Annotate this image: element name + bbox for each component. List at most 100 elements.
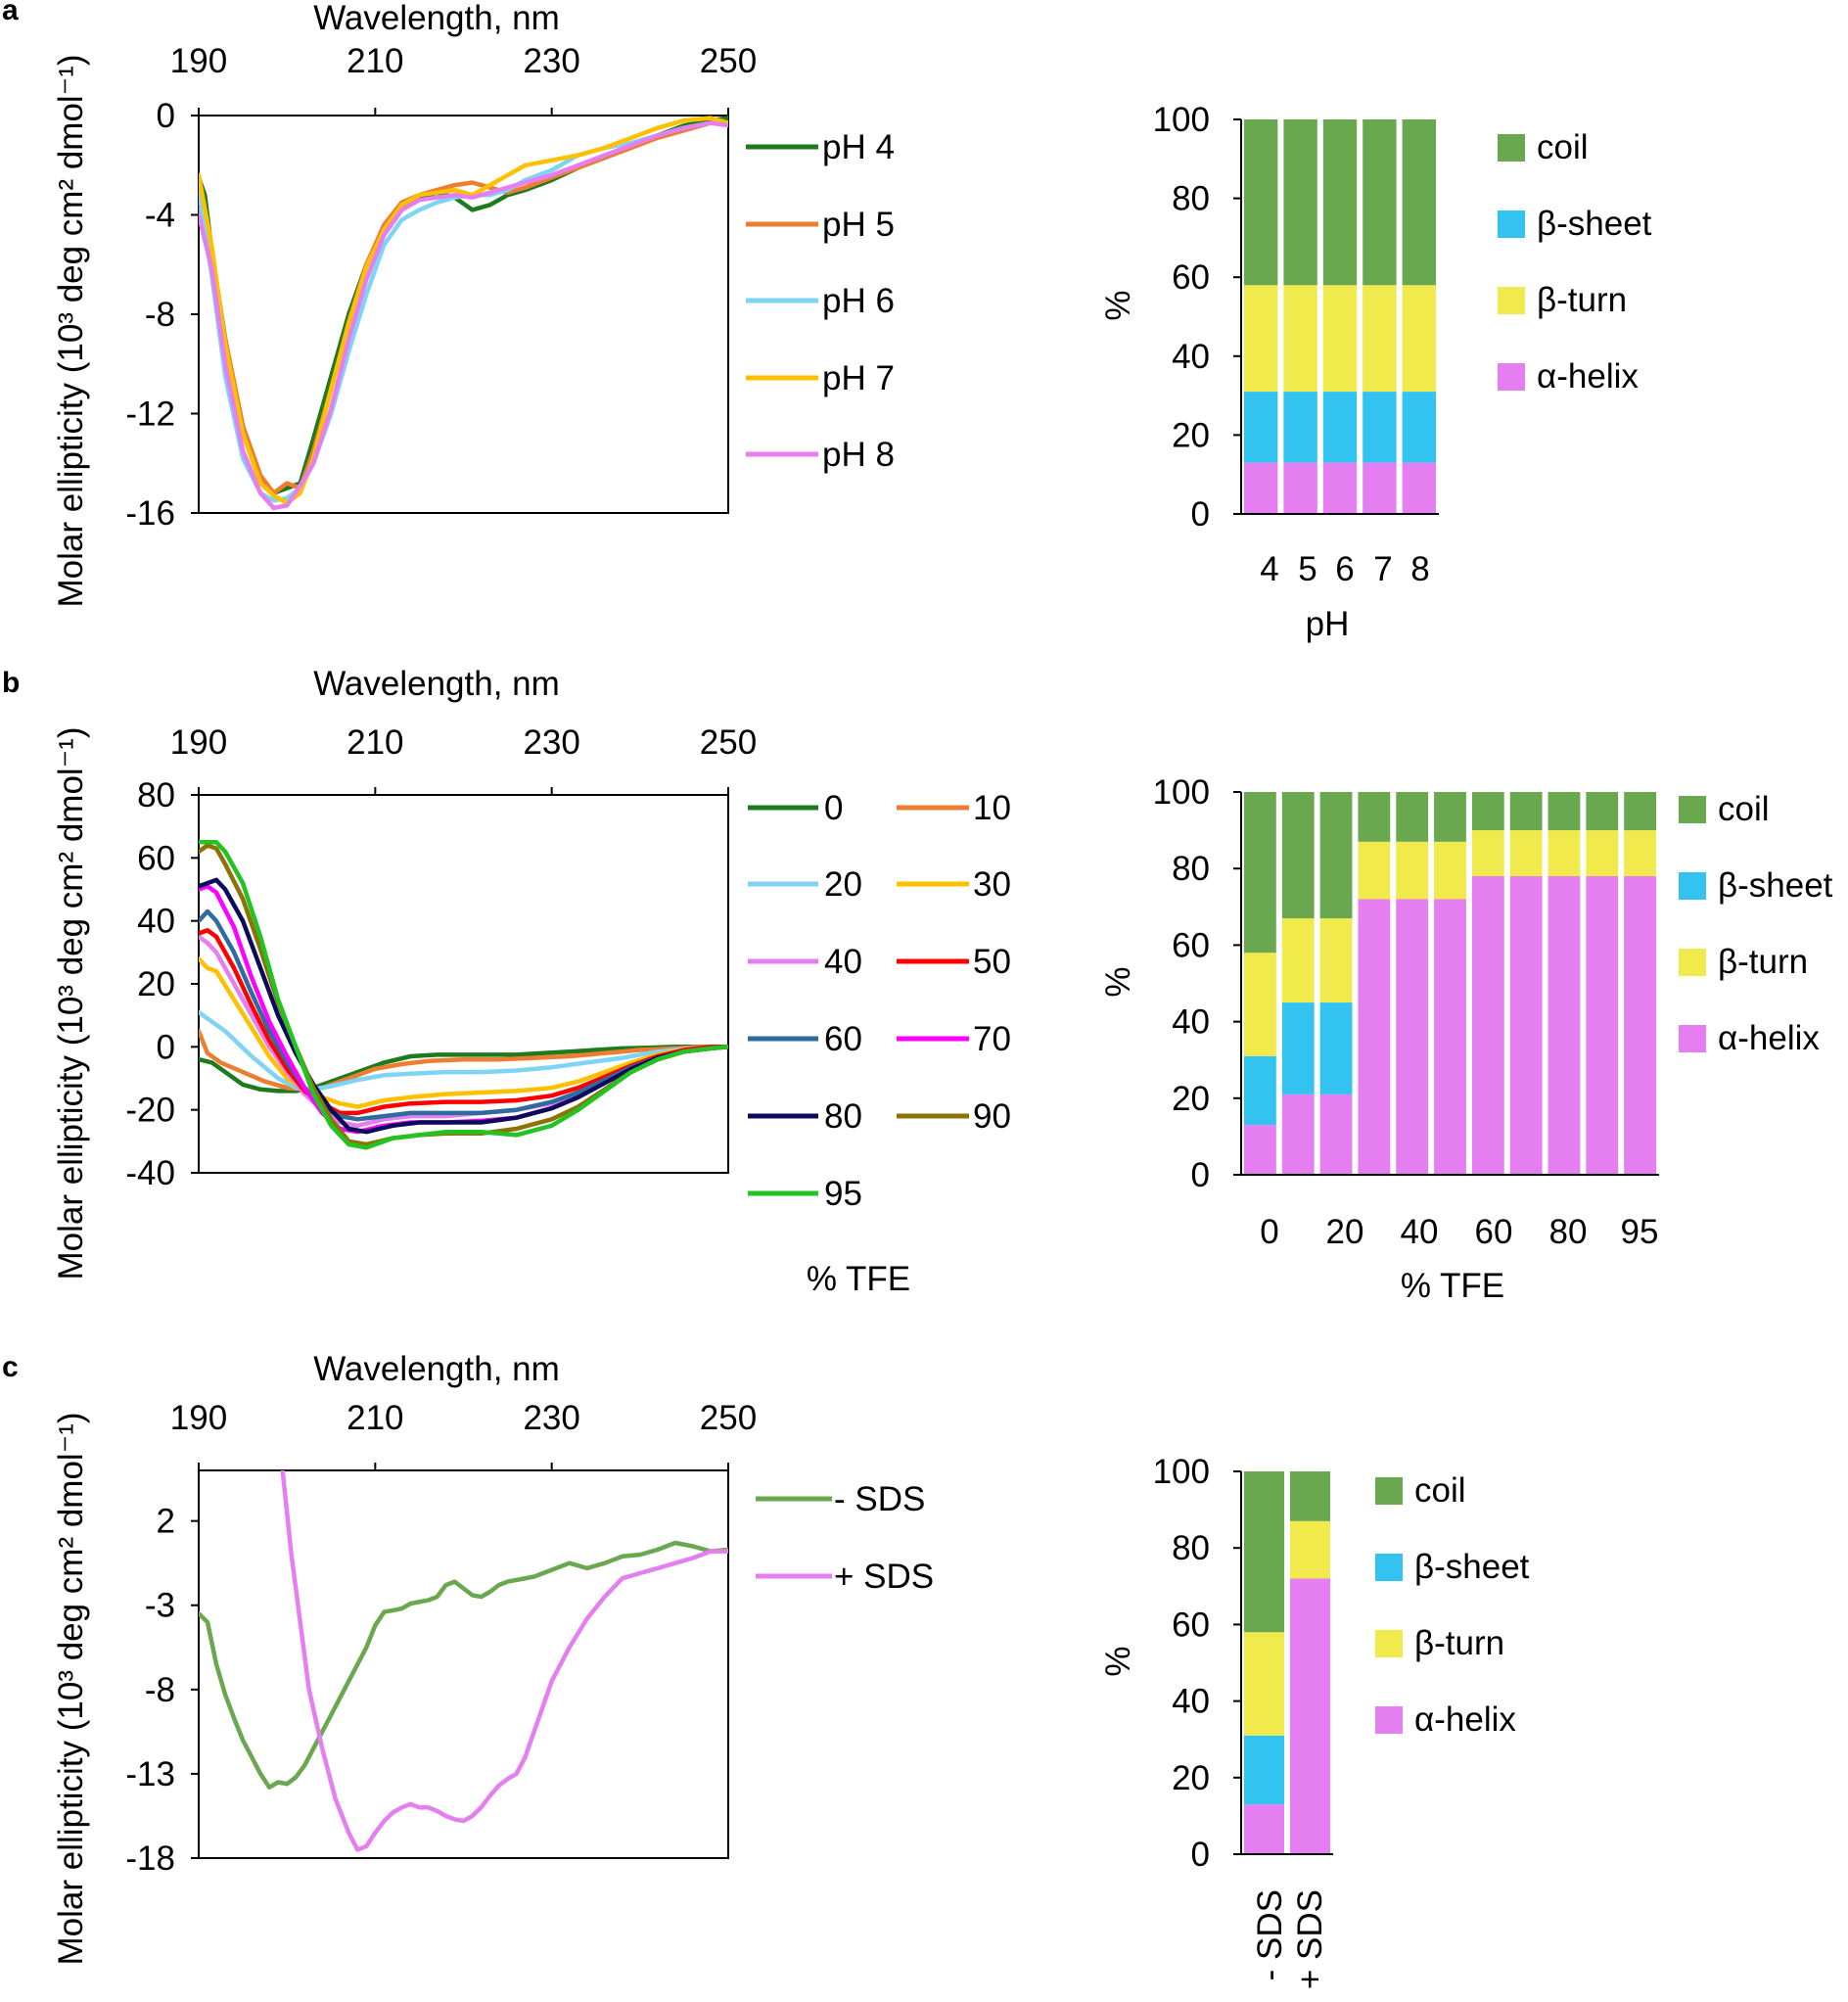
bar-segment-alpha-helix bbox=[1281, 1094, 1315, 1175]
b-bar-legend: coil β-sheet β-turn α-helix bbox=[1679, 790, 1833, 1057]
series-line--sds bbox=[199, 1540, 728, 1790]
legend-label-ph6: pH 6 bbox=[822, 282, 895, 320]
legend-swatch-alpha-helix bbox=[1375, 1706, 1403, 1734]
y-tick-label: 40 bbox=[1172, 338, 1210, 376]
bar-segment-beta-turn bbox=[1244, 285, 1278, 393]
legend-swatch-alpha-helix bbox=[1498, 363, 1525, 391]
y-tick-label: 0 bbox=[1191, 1836, 1210, 1874]
series-line-20 bbox=[199, 1009, 728, 1093]
panel-label-b: b bbox=[2, 667, 20, 699]
y-tick-label: 20 bbox=[137, 965, 175, 1003]
bar-segment-beta-sheet bbox=[1363, 392, 1397, 463]
legend-label-tfe0: 0 bbox=[824, 789, 843, 827]
bar-segment-coil bbox=[1548, 792, 1581, 831]
bar-segment-alpha-helix bbox=[1434, 899, 1466, 1175]
legend-label-ph5: pH 5 bbox=[822, 206, 895, 244]
panel-label-c: c bbox=[2, 1351, 19, 1383]
bar-segment-beta-sheet bbox=[1244, 392, 1278, 463]
b-bar-tick: 80 bbox=[1549, 1213, 1588, 1251]
bar-segment-beta-turn bbox=[1358, 841, 1391, 900]
y-tick-label: -12 bbox=[125, 396, 175, 434]
bar-segment-coil bbox=[1624, 792, 1656, 831]
bar-segment-alpha-helix bbox=[1244, 1125, 1276, 1175]
legend-label-tfe90: 90 bbox=[973, 1097, 1011, 1136]
y-tick-label: 60 bbox=[137, 839, 175, 877]
bar-segment-beta-turn bbox=[1434, 841, 1466, 900]
x-tick-label: 210 bbox=[346, 42, 403, 80]
y-tick-label: 40 bbox=[137, 903, 175, 941]
legend-swatch-coil bbox=[1679, 796, 1706, 823]
bar-segment-coil bbox=[1244, 119, 1278, 286]
y-tick-label: 0 bbox=[1191, 1156, 1210, 1194]
y-tick-label: -4 bbox=[145, 197, 175, 235]
panel-c-line-chart: Wavelength, nm Molar ellipticity (10³ de… bbox=[52, 1350, 934, 1966]
bar-segment-beta-turn bbox=[1244, 953, 1276, 1056]
legend-label-tfe30: 30 bbox=[973, 865, 1011, 904]
legend-swatch-beta-sheet bbox=[1375, 1554, 1403, 1581]
c-bar-plot-area: 0 20 40 60 80 100 bbox=[1153, 1453, 1333, 1874]
y-tick-label: 80 bbox=[1172, 1529, 1210, 1567]
bar-segment-coil bbox=[1586, 792, 1619, 831]
plot-frame bbox=[198, 1469, 729, 1859]
x-tick-label: 250 bbox=[700, 1399, 757, 1437]
b-line-y-title: Molar ellipticity (10³ deg cm² dmol⁻¹) bbox=[52, 727, 90, 1280]
series-line-0 bbox=[199, 1045, 728, 1094]
b-bar-tick: 20 bbox=[1326, 1213, 1364, 1251]
legend-label-alpha-helix: α-helix bbox=[1414, 1700, 1516, 1739]
bar-segment-alpha-helix bbox=[1322, 462, 1358, 514]
bar-segment-alpha-helix bbox=[1244, 462, 1278, 514]
y-tick-label: 20 bbox=[1172, 1759, 1210, 1797]
legend-label-beta-sheet: β-sheet bbox=[1414, 1548, 1530, 1586]
a-line-y-title: Molar ellipticity (10³ deg cm² dmol⁻¹) bbox=[52, 55, 90, 608]
y-tick-label: 0 bbox=[157, 1028, 175, 1066]
series-line-ph-4 bbox=[199, 116, 728, 495]
bar-segment-coil bbox=[1290, 1471, 1330, 1521]
bar-segment-coil bbox=[1244, 1471, 1284, 1633]
bar-segment-beta-turn bbox=[1322, 285, 1358, 393]
bar-segment-alpha-helix bbox=[1283, 462, 1317, 514]
y-tick-label: 100 bbox=[1153, 101, 1210, 139]
c-bar-y-title: % bbox=[1099, 1646, 1137, 1676]
bar-segment-alpha-helix bbox=[1396, 899, 1429, 1175]
legend-swatch-coil bbox=[1375, 1477, 1403, 1505]
legend-title-tfe: % TFE bbox=[807, 1260, 910, 1298]
legend-label-tfe95: 95 bbox=[824, 1175, 862, 1213]
legend-label-tfe70: 70 bbox=[973, 1020, 1011, 1058]
legend-label-coil: coil bbox=[1718, 790, 1770, 828]
plot-frame bbox=[198, 115, 729, 514]
legend-label-ph7: pH 7 bbox=[822, 359, 895, 397]
y-tick-label: 40 bbox=[1172, 1683, 1210, 1721]
y-tick-label: 80 bbox=[1172, 180, 1210, 218]
a-bar-tick: 7 bbox=[1373, 550, 1392, 588]
x-tick-label: 210 bbox=[346, 1399, 403, 1437]
bar-segment-beta-sheet bbox=[1244, 1055, 1276, 1126]
legend-label-tfe40: 40 bbox=[824, 943, 862, 981]
legend-label-beta-turn: β-turn bbox=[1537, 281, 1627, 319]
legend-label-alpha-helix: α-helix bbox=[1718, 1019, 1820, 1057]
a-bar-tick: 6 bbox=[1335, 550, 1354, 588]
panel-a-bar-chart: % 0 20 40 60 80 100 4 5 6 7 8 pH coil β-sheet… bbox=[1099, 101, 1652, 643]
b-bar-tick: 40 bbox=[1401, 1213, 1439, 1251]
x-tick-label: 230 bbox=[523, 723, 579, 762]
b-bar-plot-area: 0 20 40 60 80 100 bbox=[1153, 773, 1659, 1194]
legend-label-beta-sheet: β-sheet bbox=[1718, 866, 1833, 905]
series-line-ph-8 bbox=[199, 120, 728, 511]
y-tick-label: -18 bbox=[125, 1839, 175, 1878]
x-tick-label: 190 bbox=[170, 723, 227, 762]
y-tick-label: 100 bbox=[1153, 773, 1210, 812]
y-tick-label: -3 bbox=[145, 1587, 175, 1625]
c-line-legend: - SDS + SDS bbox=[756, 1480, 934, 1596]
series-line-ph-5 bbox=[199, 120, 728, 495]
legend-swatch-beta-turn bbox=[1375, 1630, 1403, 1657]
legend-swatch-beta-sheet bbox=[1679, 872, 1706, 900]
y-tick-label: -20 bbox=[125, 1092, 175, 1130]
legend-label-tfe50: 50 bbox=[973, 943, 1011, 981]
bar-segment-alpha-helix bbox=[1509, 876, 1543, 1175]
bar-segment-beta-turn bbox=[1283, 285, 1317, 393]
legend-swatch-beta-sheet bbox=[1498, 210, 1525, 238]
a-bar-tick: 8 bbox=[1410, 550, 1429, 588]
bar-segment-beta-sheet bbox=[1281, 1002, 1315, 1094]
bar-segment-alpha-helix bbox=[1548, 876, 1581, 1175]
series-line-30 bbox=[199, 956, 728, 1109]
